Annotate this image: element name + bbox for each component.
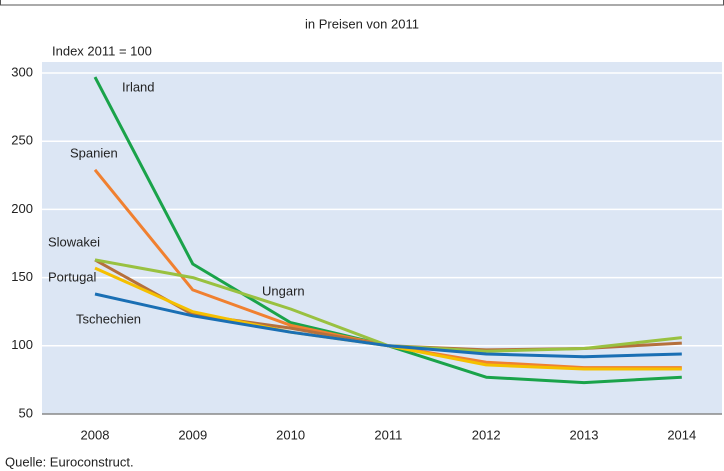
y-tick-label: 250 (11, 133, 33, 148)
x-tick-label: 2009 (178, 427, 207, 442)
x-tick-label: 2011 (374, 427, 402, 442)
series-label: Tschechien (76, 311, 141, 326)
series-label: Ungarn (262, 283, 305, 298)
y-tick-label: 300 (11, 64, 33, 79)
x-tick-label: 2013 (570, 427, 599, 442)
series-label: Spanien (70, 145, 118, 160)
x-tick-label: 2010 (276, 427, 305, 442)
chart-subtitle: in Preisen von 2011 (305, 16, 419, 31)
source-note: Quelle: Euroconstruct. (5, 454, 134, 469)
x-tick-label: 2012 (472, 427, 501, 442)
y-tick-label: 50 (19, 405, 33, 420)
y-tick-label: 200 (11, 201, 33, 216)
plot-background (42, 62, 722, 414)
series-label: Portugal (48, 269, 97, 284)
y-axis-label: Index 2011 = 100 (52, 43, 152, 58)
series-line (94, 292, 682, 359)
y-tick-label: 100 (11, 337, 33, 352)
series-label: Irland (122, 79, 155, 94)
x-tick-label: 2014 (667, 427, 696, 442)
series-label: Slowakei (48, 234, 100, 249)
x-tick-label: 2008 (81, 427, 110, 442)
y-tick-label: 150 (11, 269, 33, 284)
